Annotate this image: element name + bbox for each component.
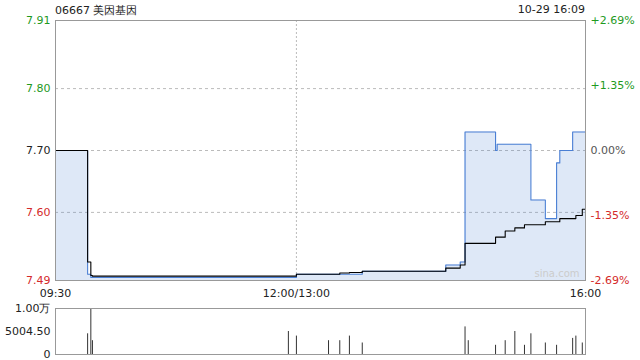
html-text:10-29 16:09: 10-29 16:09 <box>517 3 585 16</box>
svg-text:0: 0 <box>44 348 51 360</box>
svg-text:16:00: 16:00 <box>570 287 602 300</box>
svg-text:7.70: 7.70 <box>26 144 51 157</box>
svg-text:+1.35%: +1.35% <box>591 79 635 92</box>
svg-text:7.60: 7.60 <box>26 206 51 219</box>
svg-text:7.49: 7.49 <box>26 274 51 287</box>
svg-text:12:00/13:00: 12:00/13:00 <box>263 287 330 300</box>
svg-text:7.80: 7.80 <box>26 82 51 95</box>
svg-text:sina.com: sina.com <box>535 268 580 279</box>
svg-text:7.91: 7.91 <box>26 14 51 27</box>
svg-text:+2.69%: +2.69% <box>591 14 635 27</box>
svg-text:09:30: 09:30 <box>40 287 72 300</box>
svg-text:-2.69%: -2.69% <box>591 274 630 287</box>
svg-text:5004.50: 5004.50 <box>5 325 51 338</box>
svg-text:1.00万: 1.00万 <box>15 302 51 315</box>
svg-text:0.00%: 0.00% <box>591 144 626 157</box>
svg-text:-1.35%: -1.35% <box>591 209 630 222</box>
html-text:06667 美因基因: 06667 美因基因 <box>55 4 138 17</box>
